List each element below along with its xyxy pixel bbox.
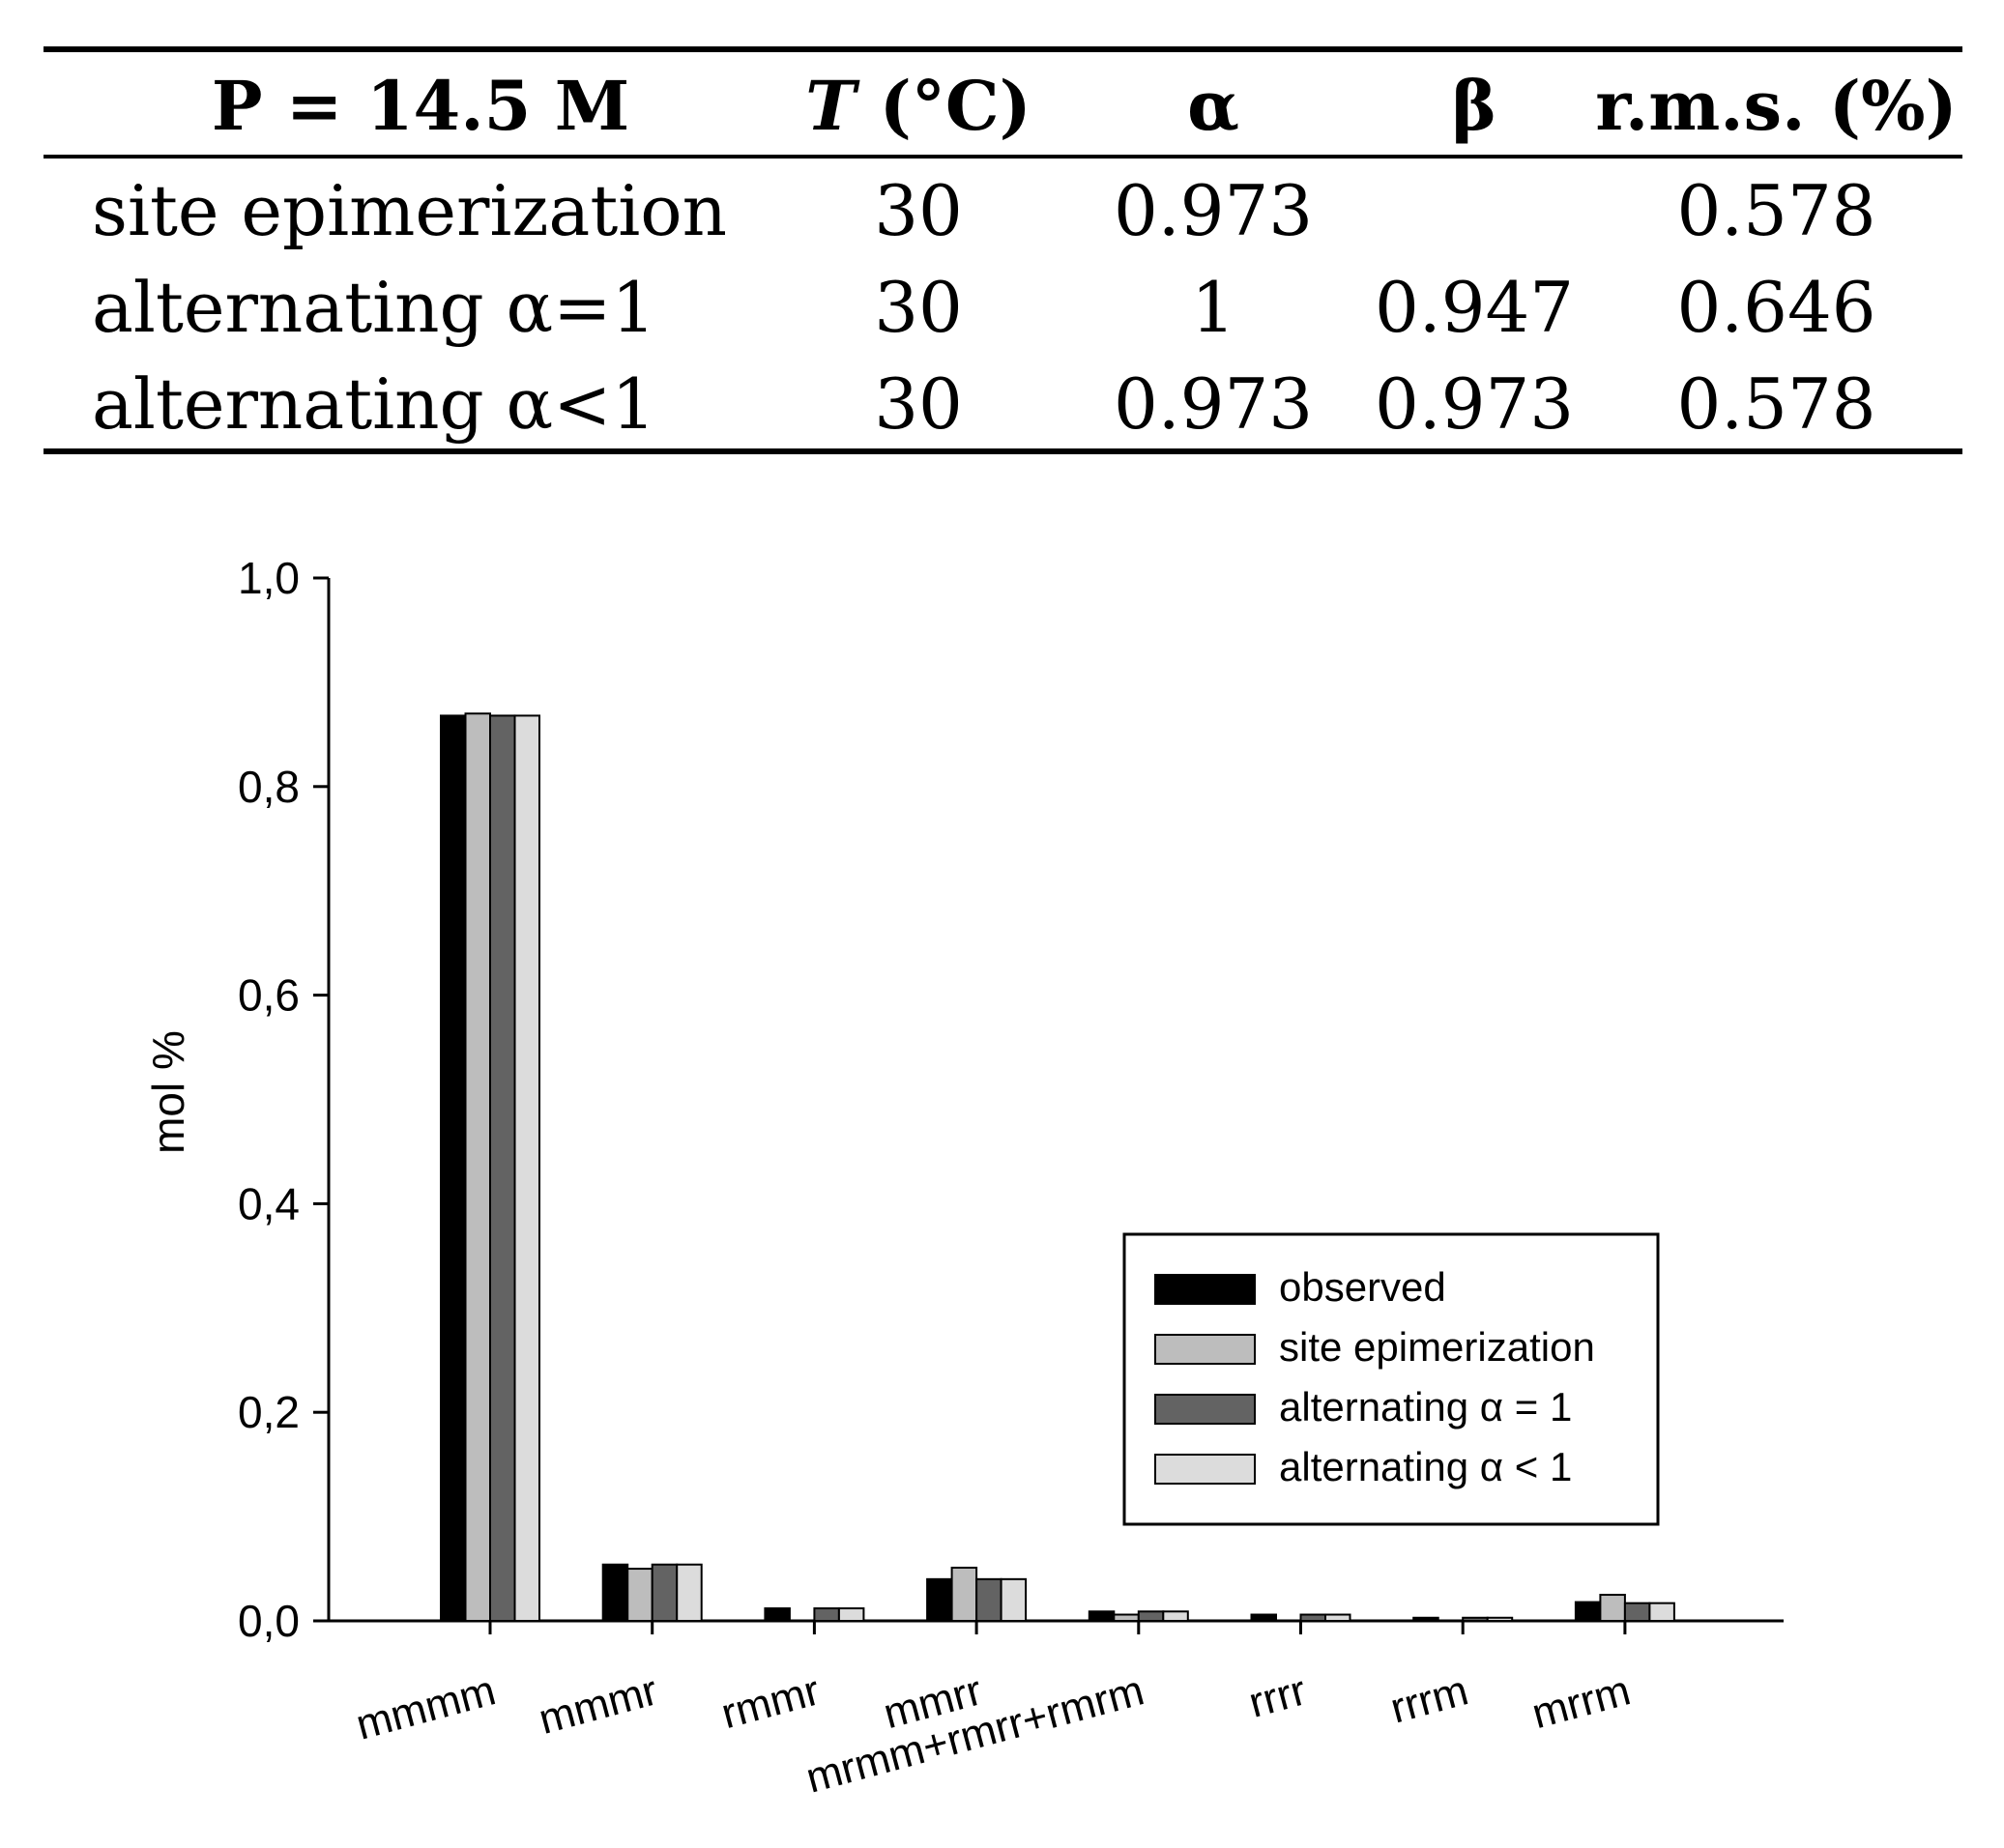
bar [1299, 1613, 1326, 1623]
bar [513, 714, 540, 1623]
bar [1137, 1610, 1165, 1622]
header-beta: β [1451, 66, 1497, 146]
legend-label: alternating α = 1 [1279, 1384, 1572, 1429]
y-tick-label: 0,0 [238, 1596, 300, 1646]
header-rms: r.m.s. (%) [1595, 66, 1958, 146]
row-alpha: 0.973 [1113, 363, 1314, 445]
bar [464, 712, 491, 1622]
bar [1623, 1602, 1651, 1622]
bar [837, 1607, 865, 1623]
row-rms: 0.646 [1676, 267, 1876, 348]
bar [1599, 1594, 1626, 1623]
legend-label: alternating α < 1 [1279, 1444, 1572, 1489]
bar [1574, 1601, 1602, 1623]
bar [1412, 1616, 1439, 1622]
row-rms: 0.578 [1676, 170, 1876, 251]
y-axis-label: mol % [143, 1030, 193, 1154]
row-temperature: 30 [874, 267, 963, 348]
legend-label: site epimerization [1279, 1324, 1595, 1370]
bar [626, 1568, 653, 1623]
bar [1324, 1613, 1351, 1623]
table-bottom-rule [44, 448, 1962, 454]
bar [440, 714, 467, 1623]
table-row: site epimerization 30 0.973 0.578 [44, 162, 1962, 259]
bar [601, 1563, 629, 1623]
bar [1486, 1616, 1514, 1622]
y-tick-label: 0,6 [238, 970, 300, 1021]
row-temperature: 30 [874, 363, 963, 445]
header-pressure: P = 14.5 M [211, 66, 630, 146]
x-tick-label: rmmr [716, 1666, 825, 1738]
header-temperature: T (°C) [749, 58, 1088, 155]
row-model: alternating α=1 [92, 267, 656, 348]
header-temperature-symbol: T [805, 66, 857, 146]
bar [1088, 1610, 1116, 1622]
bar [1648, 1602, 1675, 1622]
row-model: alternating α<1 [92, 363, 656, 445]
bar [764, 1607, 791, 1623]
x-tick-label: mmmr [534, 1666, 662, 1744]
x-tick-label: mrrm [1527, 1666, 1636, 1738]
row-beta: 0.947 [1374, 267, 1575, 348]
row-rms: 0.578 [1676, 363, 1876, 445]
header-temperature-unit: (°C) [856, 66, 1031, 146]
bar [676, 1563, 703, 1623]
y-tick-label: 1,0 [238, 553, 300, 603]
bar [489, 714, 516, 1623]
header-alpha: α [1187, 66, 1239, 146]
bar [950, 1566, 978, 1622]
legend-label: observed [1279, 1264, 1446, 1310]
table-top-rule [44, 46, 1962, 52]
table-header-row: P = 14.5 M T (°C) α β r.m.s. (%) [44, 58, 1962, 155]
legend-swatch [1154, 1334, 1256, 1365]
bar [813, 1607, 840, 1623]
bar [651, 1563, 679, 1623]
row-beta [1329, 162, 1619, 259]
y-tick-label: 0,4 [238, 1178, 300, 1228]
bar [1250, 1613, 1277, 1623]
row-alpha: 1 [1191, 267, 1235, 348]
legend: observed site epimerization alternating α … [1122, 1232, 1660, 1526]
bar [1113, 1613, 1140, 1623]
row-model: site epimerization [92, 170, 727, 251]
bar [1162, 1610, 1189, 1622]
x-tick-label: mmmm [351, 1666, 500, 1748]
x-tick-label: rrrr [1244, 1666, 1311, 1726]
bar [975, 1577, 1002, 1622]
table-row: alternating α=1 30 1 0.947 0.646 [44, 259, 1962, 356]
y-tick-label: 0,2 [238, 1387, 300, 1437]
x-tick-label: rrrm [1385, 1666, 1473, 1732]
bar [1462, 1616, 1489, 1622]
legend-swatch [1154, 1454, 1256, 1485]
y-tick-label: 0,8 [238, 762, 300, 812]
row-beta: 0.973 [1374, 363, 1575, 445]
legend-swatch [1154, 1394, 1256, 1425]
table-row: alternating α<1 30 0.973 0.973 0.578 [44, 356, 1962, 452]
row-alpha: 0.973 [1113, 170, 1314, 251]
table-mid-rule [44, 155, 1962, 159]
row-temperature: 30 [874, 170, 963, 251]
legend-swatch [1154, 1274, 1256, 1305]
bar [926, 1577, 953, 1622]
bar [1000, 1577, 1028, 1622]
